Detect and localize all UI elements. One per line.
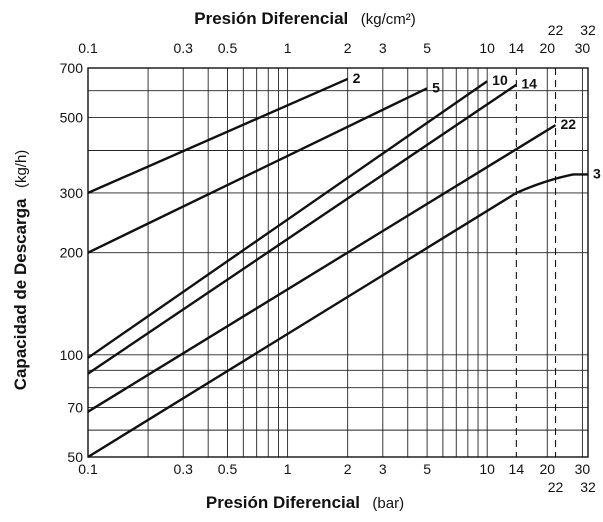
- x-tick-bottom-1: 1: [284, 461, 292, 477]
- x-tick-top-14: 14: [509, 40, 525, 56]
- y-tick-500: 500: [60, 110, 84, 126]
- series-label-3: 3: [593, 165, 601, 181]
- x-tick-bottom-20: 20: [539, 461, 555, 477]
- x-tick-top-30: 30: [575, 40, 591, 56]
- series-label-22: 22: [561, 116, 577, 132]
- top-axis-title-unit: (kg/cm²): [361, 11, 416, 28]
- x-tick-bottom-5: 5: [423, 461, 431, 477]
- x-tick-top-extra-22: 22: [548, 22, 564, 38]
- series-line-2: [87, 77, 349, 194]
- x-tick-top-3: 3: [379, 40, 387, 56]
- series-label-5: 5: [432, 79, 440, 95]
- series-label-14: 14: [521, 76, 537, 92]
- x-tick-bottom-extra-22: 22: [548, 479, 564, 495]
- x-tick-bottom-3: 3: [379, 461, 387, 477]
- x-tick-top-2: 2: [344, 40, 352, 56]
- x-tick-bottom-14: 14: [509, 461, 525, 477]
- x-tick-top-10: 10: [479, 40, 495, 56]
- top-axis-title-text: Presión Diferencial: [194, 9, 348, 28]
- x-tick-bottom-10: 10: [479, 461, 495, 477]
- x-tick-top-1: 1: [284, 40, 292, 56]
- x-tick-bottom-30: 30: [575, 461, 591, 477]
- y-axis-title: Capacidad de Descarga (kg/h): [11, 150, 30, 391]
- series-line-10: [87, 80, 488, 359]
- y-tick-700: 700: [60, 60, 84, 76]
- y-axis-title-unit: (kg/h): [13, 150, 30, 188]
- series-label-10: 10: [492, 72, 508, 88]
- y-tick-300: 300: [60, 185, 84, 201]
- top-axis-title: Presión Diferencial (kg/cm²): [194, 9, 415, 28]
- x-tick-top-0.1: 0.1: [78, 40, 98, 56]
- x-tick-bottom-extra-32: 32: [580, 479, 596, 495]
- series-line-14: [87, 83, 518, 375]
- series-line-3: [87, 173, 588, 459]
- x-tick-bottom-0.1: 0.1: [78, 461, 98, 477]
- reference-lines: [515, 68, 557, 457]
- x-axis-title: Presión Diferencial (bar): [206, 493, 404, 512]
- x-tick-top-0.5: 0.5: [218, 40, 238, 56]
- series-line-5: [87, 87, 428, 254]
- y-tick-70: 70: [67, 399, 83, 415]
- x-axis-title-unit: (bar): [372, 495, 404, 512]
- y-tick-50: 50: [67, 449, 83, 465]
- series-labels: 2 5 10 14 22 3: [353, 70, 601, 182]
- series-line-22: [87, 124, 557, 413]
- series-label-2: 2: [353, 70, 361, 86]
- x-tick-top-5: 5: [423, 40, 431, 56]
- x-tick-bottom-0.5: 0.5: [218, 461, 238, 477]
- x-tick-top-20: 20: [539, 40, 555, 56]
- x-axis-title-text: Presión Diferencial: [206, 493, 360, 512]
- x-tick-top-extra-32: 32: [580, 22, 596, 38]
- x-tick-bottom-0.3: 0.3: [173, 461, 193, 477]
- grid: [88, 68, 588, 457]
- y-tick-100: 100: [60, 347, 84, 363]
- y-tick-200: 200: [60, 245, 84, 261]
- x-tick-bottom-2: 2: [344, 461, 352, 477]
- x-tick-top-0.3: 0.3: [173, 40, 193, 56]
- y-axis-title-text: Capacidad de Descarga: [11, 198, 30, 390]
- plot-border: [87, 67, 589, 458]
- series-lines: [87, 77, 588, 459]
- plot-frame: [87, 67, 589, 458]
